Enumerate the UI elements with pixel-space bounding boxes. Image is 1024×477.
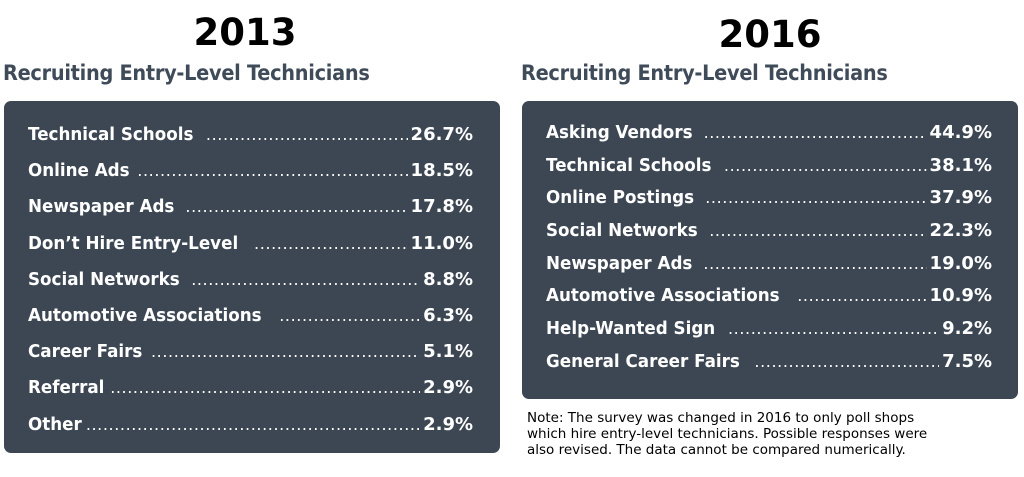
row-value: 2.9% — [423, 377, 473, 399]
row-value: 38.1% — [929, 154, 992, 176]
row-label: Career Fairs — [28, 341, 143, 363]
table-row: Social Networks 22.3% — [546, 222, 992, 255]
table-row: Newspaper Ads 17.8% — [28, 198, 473, 234]
row-label: Automotive Associations — [546, 285, 780, 307]
footnote-line: which hire entry-level technicians. Poss… — [527, 426, 928, 442]
dot-leader — [704, 125, 927, 141]
dot-leader — [86, 417, 420, 433]
row-label: Newspaper Ads — [546, 252, 693, 274]
table-row: Help-Wanted Sign 9.2% — [546, 320, 992, 353]
dot-leader — [254, 236, 408, 252]
row-label: Don’t Hire Entry-Level — [28, 232, 239, 254]
table-row: General Career Fairs 7.5% — [546, 350, 992, 386]
table-row: Career Fairs 5.1% — [28, 343, 473, 379]
row-label: Newspaper Ads — [28, 196, 175, 218]
chart-title-2013: Recruiting Entry-Level Technicians — [3, 61, 370, 85]
row-label: Help-Wanted Sign — [546, 318, 716, 340]
footnote: Note: The survey was changed in 2016 to … — [527, 410, 927, 458]
dot-leader — [206, 127, 408, 143]
dot-leader — [754, 354, 939, 370]
row-label: Technical Schools — [28, 124, 194, 145]
row-value: 8.8% — [423, 268, 473, 290]
table-row: Don’t Hire Entry-Level 11.0% — [28, 232, 473, 271]
row-label: Online Ads — [28, 160, 130, 182]
row-value: 6.3% — [423, 304, 473, 326]
row-value: 11.0% — [410, 232, 473, 254]
row-value: 10.9% — [929, 285, 992, 307]
table-row: Technical Schools 38.1% — [546, 154, 992, 190]
table-row: Newspaper Ads 19.0% — [546, 252, 992, 288]
dot-leader — [724, 158, 927, 174]
row-value: 5.1% — [423, 341, 473, 363]
row-label: General Career Fairs — [546, 350, 740, 372]
row-label: Social Networks — [28, 268, 180, 290]
row-value: 18.5% — [410, 160, 473, 182]
year-heading-2013: 2013 — [193, 11, 297, 54]
dot-leader — [279, 308, 420, 324]
row-value: 37.9% — [929, 187, 992, 209]
row-value: 22.3% — [929, 220, 992, 242]
year-heading-2016: 2016 — [718, 13, 822, 56]
table-row: Technical Schools 26.7% — [28, 126, 473, 162]
table-card-2013: Technical Schools 26.7% Online Ads 18.5% New… — [4, 101, 500, 453]
row-value: 2.9% — [423, 413, 473, 435]
row-value: 17.8% — [410, 196, 473, 218]
table-row: Asking Vendors 44.9% — [546, 124, 992, 157]
table-row: Automotive Associations 10.9% — [546, 287, 992, 320]
dot-leader — [705, 190, 926, 206]
row-value: 7.5% — [942, 350, 992, 372]
row-value: 9.2% — [942, 318, 992, 340]
row-value: 26.7% — [410, 124, 473, 145]
table-row: Automotive Associations 6.3% — [28, 304, 473, 343]
table-row: Social Networks 8.8% — [28, 268, 473, 307]
row-label: Technical Schools — [546, 154, 712, 176]
dot-leader — [703, 256, 926, 272]
row-label: Referral — [28, 377, 105, 399]
table-row: Other 2.9% — [28, 413, 473, 452]
dot-leader — [191, 272, 420, 288]
footnote-line: Note: The survey was changed in 2016 to … — [527, 410, 915, 426]
table-row: Online Postings 37.9% — [546, 189, 992, 222]
dot-leader — [709, 223, 926, 239]
row-label: Asking Vendors — [546, 122, 693, 143]
row-label: Automotive Associations — [28, 304, 262, 326]
dot-leader — [137, 163, 407, 179]
chart-title-2016: Recruiting Entry-Level Technicians — [521, 61, 888, 85]
dot-leader — [110, 380, 420, 396]
table-card-2016: Asking Vendors 44.9% Technical Schools 38.1… — [522, 101, 1018, 399]
dot-leader — [185, 199, 407, 215]
table-rows-2016: Asking Vendors 44.9% Technical Schools 38.1… — [546, 124, 992, 386]
row-label: Online Postings — [546, 187, 695, 209]
footnote-line: also revised. The data cannot be compare… — [527, 442, 906, 458]
dot-leader — [728, 321, 939, 337]
row-label: Other — [28, 413, 82, 435]
table-row: Referral 2.9% — [28, 379, 473, 415]
table-rows-2013: Technical Schools 26.7% Online Ads 18.5% New… — [28, 126, 473, 452]
dot-leader — [797, 288, 926, 304]
dot-leader — [151, 344, 420, 360]
row-value: 19.0% — [929, 252, 992, 274]
table-row: Online Ads 18.5% — [28, 162, 473, 198]
row-value: 44.9% — [929, 122, 992, 143]
row-label: Social Networks — [546, 220, 698, 242]
